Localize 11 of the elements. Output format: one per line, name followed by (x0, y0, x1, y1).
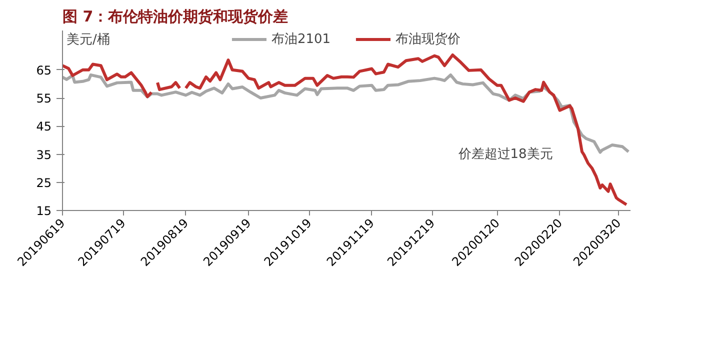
chart-title: 图 7：布伦特油价期货和现货价差 (62, 8, 288, 26)
y-axis-title: 美元/桶 (66, 32, 110, 48)
legend-label: 布油现货价 (396, 31, 461, 48)
legend-label: 布油2101 (271, 31, 331, 48)
y-tick-label: 45 (36, 120, 52, 134)
y-tick-label: 25 (36, 176, 52, 190)
y-tick-label: 15 (36, 204, 52, 218)
y-tick-label: 35 (36, 148, 52, 162)
y-tick-label: 65 (36, 63, 52, 78)
annotation: 价差超过18美元 (457, 146, 553, 162)
y-tick-label: 55 (36, 92, 52, 106)
